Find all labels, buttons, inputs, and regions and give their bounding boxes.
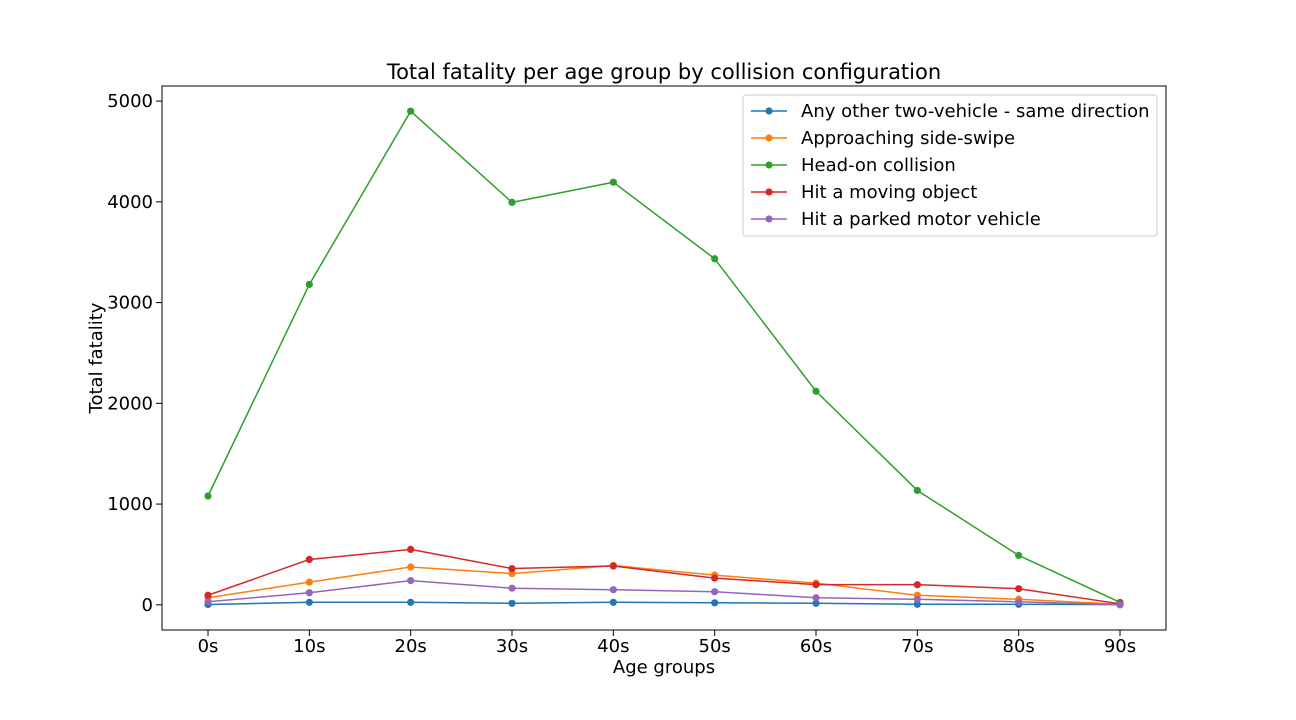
legend-label: Hit a parked motor vehicle — [801, 209, 1041, 230]
data-point — [711, 574, 719, 582]
legend-marker — [765, 134, 773, 142]
x-axis-label: Age groups — [613, 657, 715, 678]
data-point — [1015, 585, 1023, 593]
data-point — [609, 586, 617, 594]
legend-label: Hit a moving object — [801, 182, 977, 203]
legend-label: Head-on collision — [801, 155, 956, 176]
chart-title: Total fatality per age group by collisio… — [386, 60, 941, 84]
series-3 — [204, 107, 1124, 606]
data-point — [609, 598, 617, 606]
x-tick-label: 40s — [597, 636, 629, 657]
data-point — [305, 555, 313, 564]
data-point — [204, 598, 212, 606]
data-point — [1015, 551, 1023, 560]
y-tick-label: 1000 — [107, 494, 153, 515]
data-point — [913, 581, 921, 589]
legend-item: Any other two-vehicle - same direction — [751, 101, 1150, 122]
legend-marker — [765, 215, 773, 223]
data-point — [407, 598, 415, 606]
data-point — [407, 563, 415, 571]
legend-item: Hit a moving object — [751, 182, 977, 203]
x-tick-label: 0s — [198, 636, 219, 657]
data-point — [609, 562, 617, 570]
data-point — [812, 387, 820, 395]
data-point — [812, 594, 820, 602]
data-point — [913, 486, 921, 495]
data-point — [711, 599, 719, 607]
y-axis-label: Total fatality — [86, 302, 107, 414]
legend-frame — [742, 94, 1158, 237]
data-point — [609, 178, 617, 186]
data-point — [812, 581, 820, 589]
legend-marker — [765, 161, 773, 169]
series-line — [207, 579, 1121, 606]
x-tick-label: 30s — [496, 636, 528, 657]
series-line — [207, 110, 1121, 603]
series-line — [207, 548, 1121, 605]
data-point — [204, 591, 212, 599]
legend-marker — [765, 107, 773, 115]
x-tick-label: 10s — [293, 636, 325, 657]
data-point — [711, 255, 719, 263]
series-4 — [204, 545, 1124, 608]
y-tick-label: 3000 — [107, 293, 153, 314]
data-point — [305, 280, 313, 289]
data-point — [305, 589, 313, 597]
data-point — [1015, 598, 1023, 606]
y-tick-label: 4000 — [107, 192, 153, 213]
series-5 — [204, 577, 1124, 609]
data-point — [508, 564, 516, 573]
series-line — [207, 564, 1121, 606]
data-point — [913, 600, 921, 608]
legend-item: Head-on collision — [751, 155, 956, 176]
x-tick-label: 20s — [395, 636, 427, 657]
data-point — [812, 599, 820, 607]
data-point — [407, 577, 415, 585]
data-point — [1116, 601, 1124, 609]
series-line — [207, 601, 1121, 606]
legend: Any other two-vehicle - same direction Ap… — [742, 94, 1158, 237]
data-point — [407, 107, 415, 115]
x-tick-label: 80s — [1003, 636, 1035, 657]
data-point — [204, 492, 212, 500]
legend-label: Any other two-vehicle - same direction — [801, 101, 1150, 122]
data-point — [407, 545, 415, 554]
x-tick-label: 60s — [800, 636, 832, 657]
data-point — [305, 578, 313, 586]
x-tick-label: 70s — [901, 636, 933, 657]
legend-label: Approaching side-swipe — [801, 128, 1015, 149]
legend-item: Hit a parked motor vehicle — [751, 209, 1041, 230]
legend-marker — [765, 188, 773, 196]
data-point — [305, 598, 313, 606]
y-axis: 0 1000 2000 3000 4000 5000 — [107, 91, 162, 616]
data-point — [913, 595, 921, 603]
x-tick-label: 90s — [1104, 636, 1136, 657]
y-tick-label: 5000 — [107, 91, 153, 112]
data-point — [508, 599, 516, 607]
y-tick-label: 0 — [142, 595, 153, 616]
data-point — [508, 584, 516, 592]
data-point — [508, 569, 516, 578]
y-tick-label: 2000 — [107, 393, 153, 414]
legend-item: Approaching side-swipe — [751, 128, 1015, 149]
x-axis: 0s 10s 20s 30s 40s 50s 60s 70s 80s 90s — [198, 630, 1136, 657]
series-layer — [204, 107, 1124, 609]
x-tick-label: 50s — [699, 636, 731, 657]
data-point — [711, 588, 719, 596]
data-point — [508, 198, 516, 206]
